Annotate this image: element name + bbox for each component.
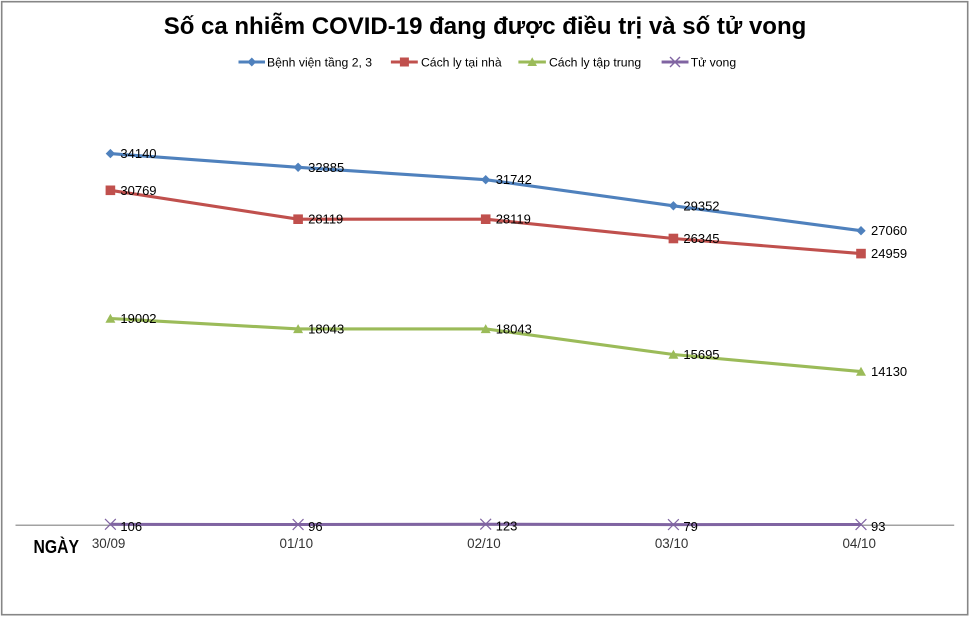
svg-text:Bệnh viện tầng 2, 3: Bệnh viện tầng 2, 3 (267, 55, 372, 69)
svg-text:04/10: 04/10 (842, 536, 876, 551)
svg-text:34140: 34140 (120, 146, 156, 161)
svg-text:18043: 18043 (308, 321, 344, 336)
svg-text:29352: 29352 (683, 198, 719, 213)
svg-text:Số ca nhiễm COVID-19 đang được: Số ca nhiễm COVID-19 đang được điều trị … (164, 12, 807, 40)
svg-text:Tử vong: Tử vong (691, 55, 736, 69)
svg-text:15695: 15695 (683, 347, 719, 362)
svg-text:93: 93 (871, 519, 885, 534)
svg-text:14130: 14130 (871, 364, 907, 379)
svg-text:27060: 27060 (871, 223, 907, 238)
svg-text:32885: 32885 (308, 160, 344, 175)
svg-text:31742: 31742 (496, 172, 532, 187)
svg-text:18043: 18043 (496, 321, 532, 336)
svg-text:28119: 28119 (496, 212, 531, 227)
svg-text:79: 79 (683, 519, 697, 534)
svg-text:123: 123 (496, 519, 518, 534)
svg-text:Cách ly tập trung: Cách ly tập trung (549, 55, 641, 69)
svg-text:28119: 28119 (308, 212, 343, 227)
svg-text:26345: 26345 (683, 231, 719, 246)
svg-text:30769: 30769 (120, 183, 156, 198)
svg-text:24959: 24959 (871, 246, 907, 261)
svg-text:02/10: 02/10 (467, 536, 501, 551)
svg-text:30/09: 30/09 (92, 536, 126, 551)
svg-text:96: 96 (308, 519, 322, 534)
svg-text:106: 106 (120, 519, 142, 534)
svg-text:Cách ly tại nhà: Cách ly tại nhà (421, 55, 502, 69)
svg-text:19002: 19002 (120, 311, 156, 326)
svg-text:01/10: 01/10 (280, 536, 314, 551)
svg-text:NGÀY: NGÀY (34, 536, 80, 557)
svg-text:03/10: 03/10 (655, 536, 689, 551)
